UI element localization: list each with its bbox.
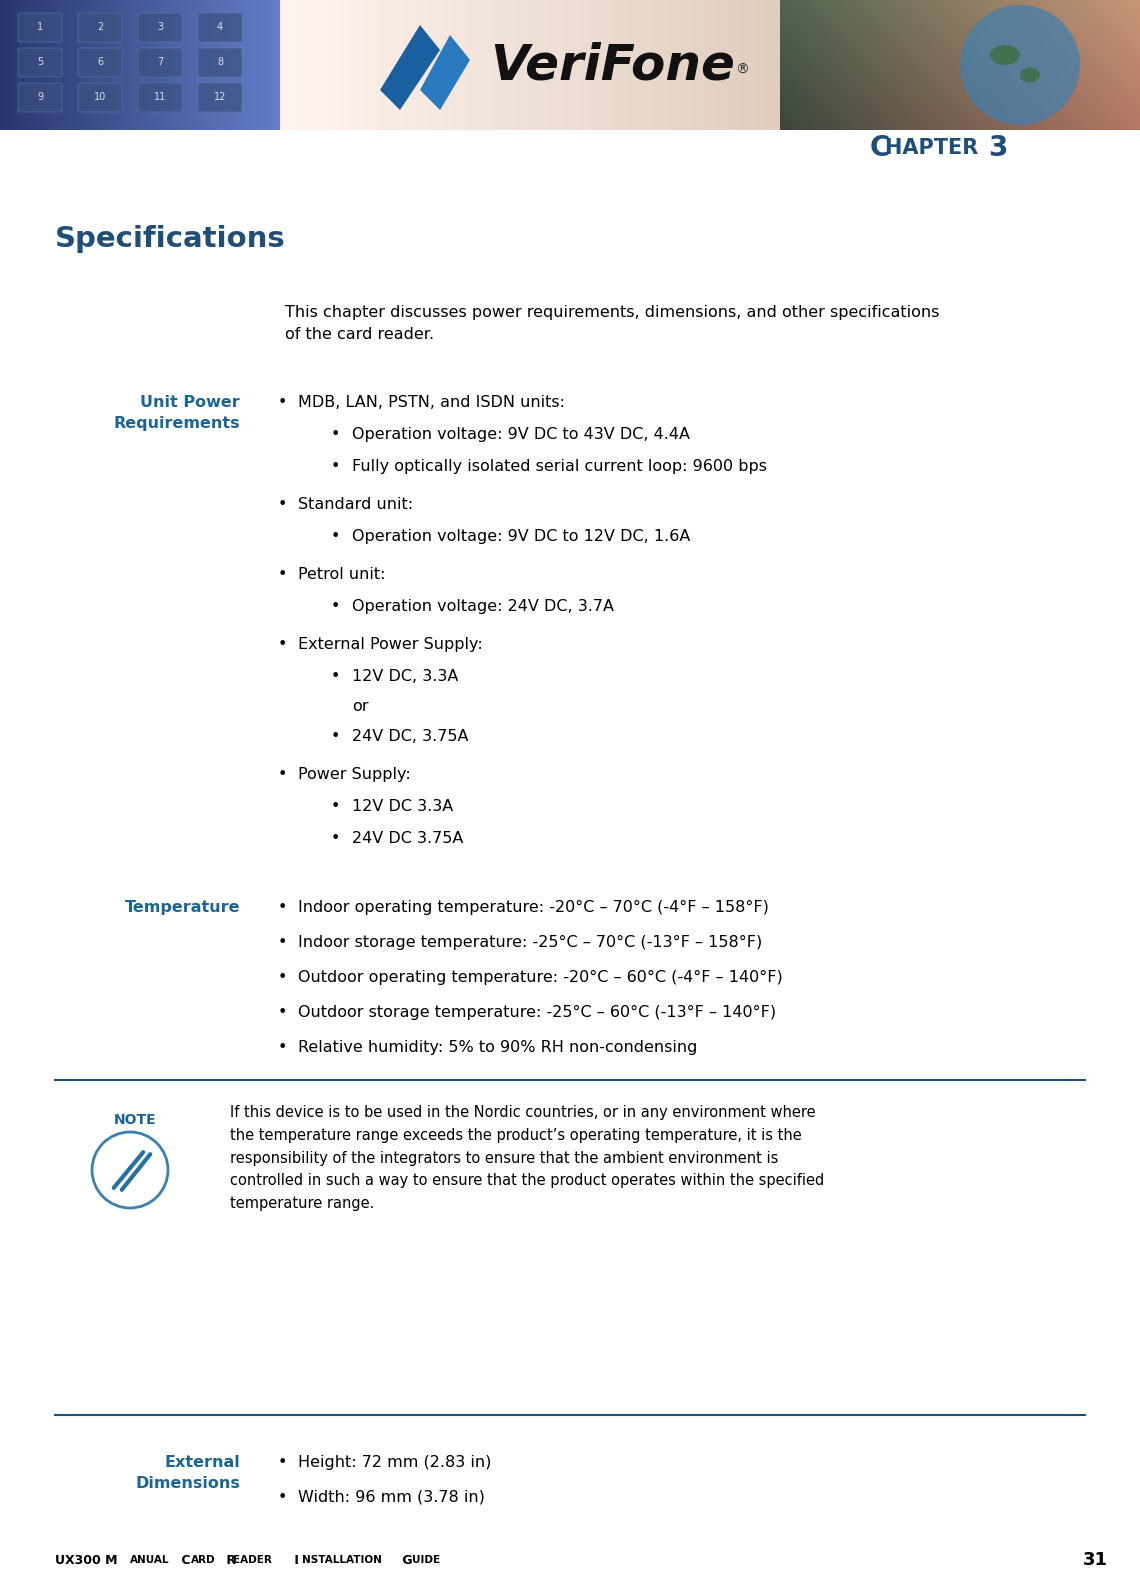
Text: Height: 72 mm (2.83 in): Height: 72 mm (2.83 in): [298, 1455, 491, 1471]
FancyBboxPatch shape: [198, 47, 242, 77]
Text: 2: 2: [97, 22, 103, 32]
Text: Indoor operating temperature: -20°C – 70°C (-4°F – 158°F): Indoor operating temperature: -20°C – 70…: [298, 899, 768, 915]
Text: MDB, LAN, PSTN, and ISDN units:: MDB, LAN, PSTN, and ISDN units:: [298, 394, 565, 410]
Text: Temperature: Temperature: [124, 899, 241, 915]
FancyBboxPatch shape: [138, 13, 182, 43]
Text: I: I: [290, 1553, 299, 1567]
Text: Unit Power
Requirements: Unit Power Requirements: [113, 394, 241, 431]
Text: •: •: [331, 459, 340, 473]
Text: Outdoor operating temperature: -20°C – 60°C (-4°F – 140°F): Outdoor operating temperature: -20°C – 6…: [298, 970, 783, 985]
Text: UX300 M: UX300 M: [55, 1553, 117, 1567]
Text: 11: 11: [154, 92, 166, 103]
Text: •: •: [331, 600, 340, 614]
Text: UIDE: UIDE: [412, 1554, 440, 1565]
FancyBboxPatch shape: [78, 47, 122, 77]
Text: Fully optically isolated serial current loop: 9600 bps: Fully optically isolated serial current …: [352, 459, 767, 473]
Text: •: •: [277, 1490, 286, 1505]
Text: •: •: [331, 729, 340, 743]
Text: 12V DC, 3.3A: 12V DC, 3.3A: [352, 669, 458, 683]
Text: Specifications: Specifications: [55, 226, 286, 252]
Text: R: R: [222, 1553, 236, 1567]
FancyArrowPatch shape: [114, 1152, 144, 1188]
Text: Operation voltage: 9V DC to 12V DC, 1.6A: Operation voltage: 9V DC to 12V DC, 1.6A: [352, 529, 691, 544]
FancyBboxPatch shape: [18, 47, 62, 77]
Text: HAPTER: HAPTER: [885, 137, 985, 158]
Text: 12V DC 3.3A: 12V DC 3.3A: [352, 798, 454, 814]
Text: •: •: [277, 899, 286, 915]
Text: 5: 5: [36, 57, 43, 66]
Text: 31: 31: [1083, 1551, 1107, 1569]
Text: If this device is to be used in the Nordic countries, or in any environment wher: If this device is to be used in the Nord…: [230, 1105, 824, 1212]
Text: •: •: [331, 669, 340, 683]
Text: 24V DC 3.75A: 24V DC 3.75A: [352, 832, 463, 846]
Text: VeriFone: VeriFone: [490, 41, 735, 88]
Text: 9: 9: [36, 92, 43, 103]
Text: 3: 3: [157, 22, 163, 32]
Text: NOTE: NOTE: [114, 1112, 156, 1127]
Ellipse shape: [990, 46, 1020, 65]
Text: •: •: [277, 970, 286, 985]
FancyBboxPatch shape: [138, 84, 182, 112]
Text: ®: ®: [735, 63, 749, 77]
Text: Standard unit:: Standard unit:: [298, 497, 413, 511]
Text: •: •: [277, 936, 286, 950]
Text: •: •: [277, 1005, 286, 1019]
Text: Width: 96 mm (3.78 in): Width: 96 mm (3.78 in): [298, 1490, 484, 1505]
FancyBboxPatch shape: [18, 84, 62, 112]
Text: Petrol unit:: Petrol unit:: [298, 567, 385, 582]
Text: Power Supply:: Power Supply:: [298, 767, 410, 783]
Text: •: •: [277, 567, 286, 582]
Text: C: C: [177, 1553, 190, 1567]
FancyBboxPatch shape: [138, 47, 182, 77]
Text: •: •: [277, 497, 286, 511]
Text: or: or: [352, 699, 368, 713]
Text: Indoor storage temperature: -25°C – 70°C (-13°F – 158°F): Indoor storage temperature: -25°C – 70°C…: [298, 936, 763, 950]
Ellipse shape: [1020, 68, 1040, 82]
Text: 4: 4: [217, 22, 223, 32]
Text: This chapter discusses power requirements, dimensions, and other specifications: This chapter discusses power requirement…: [285, 305, 939, 320]
Text: •: •: [331, 832, 340, 846]
Text: •: •: [277, 1040, 286, 1056]
Polygon shape: [380, 25, 440, 110]
Text: •: •: [277, 767, 286, 783]
Circle shape: [92, 1131, 168, 1209]
Text: 12: 12: [214, 92, 226, 103]
Text: ANUAL: ANUAL: [130, 1554, 170, 1565]
Text: 24V DC, 3.75A: 24V DC, 3.75A: [352, 729, 469, 743]
Text: 3: 3: [988, 134, 1008, 163]
Text: Operation voltage: 24V DC, 3.7A: Operation voltage: 24V DC, 3.7A: [352, 600, 614, 614]
Text: 10: 10: [93, 92, 106, 103]
FancyBboxPatch shape: [18, 13, 62, 43]
Circle shape: [960, 5, 1080, 125]
Text: C: C: [870, 134, 890, 163]
FancyBboxPatch shape: [78, 84, 122, 112]
Text: •: •: [277, 638, 286, 652]
Text: 7: 7: [157, 57, 163, 66]
FancyBboxPatch shape: [78, 13, 122, 43]
Text: Operation voltage: 9V DC to 43V DC, 4.4A: Operation voltage: 9V DC to 43V DC, 4.4A: [352, 428, 690, 442]
Text: of the card reader.: of the card reader.: [285, 327, 434, 342]
FancyBboxPatch shape: [198, 13, 242, 43]
Text: 1: 1: [36, 22, 43, 32]
Text: G: G: [398, 1553, 413, 1567]
Text: Outdoor storage temperature: -25°C – 60°C (-13°F – 140°F): Outdoor storage temperature: -25°C – 60°…: [298, 1005, 776, 1019]
Text: EADER: EADER: [233, 1554, 271, 1565]
Text: ARD: ARD: [192, 1554, 215, 1565]
Polygon shape: [420, 35, 470, 110]
FancyBboxPatch shape: [198, 84, 242, 112]
Text: 6: 6: [97, 57, 103, 66]
Text: External
Dimensions: External Dimensions: [136, 1455, 241, 1491]
Text: 8: 8: [217, 57, 223, 66]
Text: •: •: [331, 428, 340, 442]
Text: •: •: [331, 529, 340, 544]
Text: •: •: [331, 798, 340, 814]
Text: •: •: [277, 1455, 286, 1471]
Text: •: •: [277, 394, 286, 410]
Text: External Power Supply:: External Power Supply:: [298, 638, 482, 652]
Text: NSTALLATION: NSTALLATION: [302, 1554, 382, 1565]
FancyArrowPatch shape: [122, 1154, 150, 1190]
Text: Relative humidity: 5% to 90% RH non-condensing: Relative humidity: 5% to 90% RH non-cond…: [298, 1040, 698, 1056]
